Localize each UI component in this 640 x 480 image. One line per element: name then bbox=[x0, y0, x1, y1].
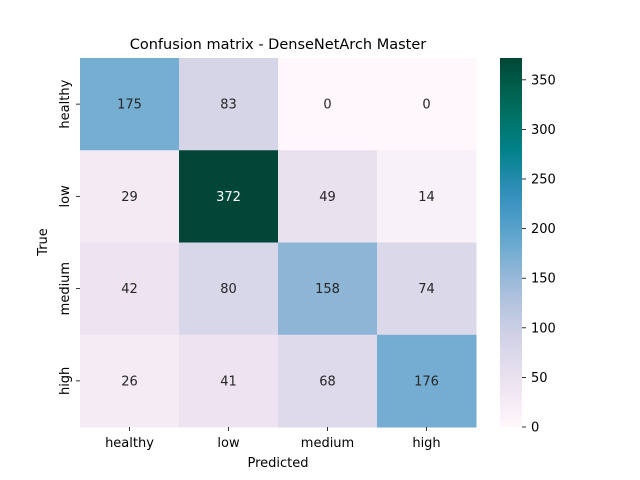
cell-value-label: 175 bbox=[117, 98, 142, 113]
x-axis: healthy low medium high bbox=[105, 427, 441, 451]
colorbar-tick-label: 100 bbox=[531, 321, 556, 336]
heatmap-cell bbox=[80, 242, 180, 336]
heatmap-cell bbox=[179, 242, 279, 336]
chart-title: Confusion matrix - DenseNetArch Master bbox=[130, 37, 427, 53]
x-tick-label: healthy bbox=[105, 436, 154, 451]
heatmap-cell bbox=[80, 334, 180, 428]
heatmap-cell bbox=[278, 58, 378, 151]
y-tick-label: medium bbox=[58, 262, 73, 315]
colorbar-tick-label: 350 bbox=[531, 73, 556, 88]
heatmap-cell bbox=[278, 150, 378, 243]
colorbar-tick-label: 50 bbox=[531, 371, 548, 386]
heatmap-cell bbox=[179, 334, 279, 428]
heatmap-cell bbox=[179, 150, 279, 243]
colorbar bbox=[500, 58, 522, 427]
cell-value-label: 80 bbox=[220, 282, 237, 297]
cell-value-label: 42 bbox=[121, 282, 138, 297]
heatmap-cells bbox=[80, 58, 477, 428]
cell-value-label: 372 bbox=[216, 190, 241, 205]
x-tick-label: high bbox=[412, 436, 440, 451]
heatmap-cell bbox=[377, 242, 477, 336]
colorbar-tick-label: 200 bbox=[531, 222, 556, 237]
x-tick-label: low bbox=[217, 436, 240, 451]
cell-value-label: 176 bbox=[414, 374, 439, 389]
heatmap-cell bbox=[179, 58, 279, 151]
cell-value-label: 0 bbox=[422, 98, 430, 113]
y-axis: healthy low medium high bbox=[58, 79, 80, 395]
x-axis-label: Predicted bbox=[247, 456, 308, 471]
cell-value-label: 29 bbox=[121, 190, 138, 205]
cell-value-label: 74 bbox=[418, 282, 435, 297]
x-tick-label: medium bbox=[301, 436, 354, 451]
heatmap-cell bbox=[377, 150, 477, 243]
colorbar-ticks: 0 50 100 150 200 250 300 350 bbox=[522, 73, 556, 436]
heatmap-cell bbox=[278, 334, 378, 428]
colorbar-tick-label: 300 bbox=[531, 123, 556, 138]
cell-value-labels: 175 83 0 0 29 372 49 14 42 80 158 74 26 41 68 176 bbox=[117, 98, 439, 390]
colorbar-tick-label: 150 bbox=[531, 272, 556, 287]
heatmap-cell bbox=[278, 242, 378, 336]
colorbar-tick-label: 0 bbox=[531, 421, 539, 436]
y-tick-label: healthy bbox=[58, 79, 73, 128]
cell-value-label: 14 bbox=[418, 190, 435, 205]
cell-value-label: 83 bbox=[220, 98, 237, 113]
cell-value-label: 49 bbox=[319, 190, 336, 205]
y-tick-label: high bbox=[58, 367, 73, 395]
y-tick-label: low bbox=[58, 185, 73, 208]
cell-value-label: 26 bbox=[121, 374, 138, 389]
heatmap-cell bbox=[80, 58, 180, 151]
heatmap-cell bbox=[377, 58, 477, 151]
colorbar-tick-label: 250 bbox=[531, 173, 556, 188]
heatmap-cell bbox=[377, 334, 477, 428]
cell-value-label: 0 bbox=[323, 98, 331, 113]
cell-value-label: 41 bbox=[220, 374, 237, 389]
heatmap-cell bbox=[80, 150, 180, 243]
cell-value-label: 68 bbox=[319, 374, 336, 389]
cell-value-label: 158 bbox=[315, 282, 340, 297]
y-axis-label: True bbox=[36, 228, 51, 257]
